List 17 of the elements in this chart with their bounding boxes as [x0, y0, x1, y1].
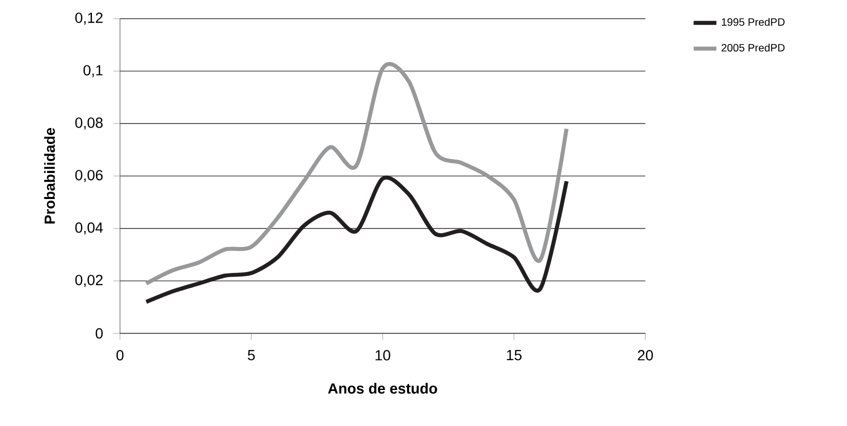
y-tick-label: 0,1 — [83, 65, 103, 78]
y-tick-label: 0,12 — [75, 12, 103, 25]
x-axis-title: Anos de estudo — [328, 382, 438, 394]
y-axis-title: Probabilidade — [44, 128, 55, 224]
y-tick-label: 0,08 — [75, 118, 103, 130]
x-tick-label: 15 — [506, 350, 522, 360]
legend-label: 1995 PredPD — [722, 18, 785, 26]
x-tick-label: 0 — [116, 350, 124, 360]
legend-label: 2005 PredPD — [722, 44, 785, 52]
y-tick-label: 0,06 — [75, 170, 103, 182]
x-tick-label: 5 — [248, 350, 255, 360]
x-tick-label: 10 — [376, 350, 390, 360]
y-tick-label: 0,02 — [75, 274, 103, 287]
y-tick-label: 0 — [96, 328, 103, 339]
y-tick-label: 0,04 — [75, 222, 103, 235]
x-tick-label: 20 — [638, 350, 653, 360]
line-series — [144, 176, 569, 304]
